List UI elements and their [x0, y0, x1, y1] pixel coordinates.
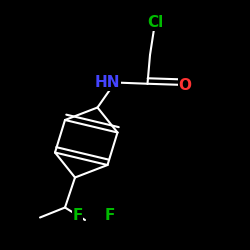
Text: Cl: Cl	[147, 15, 163, 30]
Text: HN: HN	[95, 75, 120, 90]
Text: O: O	[178, 78, 192, 92]
Text: F: F	[105, 208, 115, 222]
Text: F: F	[72, 208, 83, 222]
